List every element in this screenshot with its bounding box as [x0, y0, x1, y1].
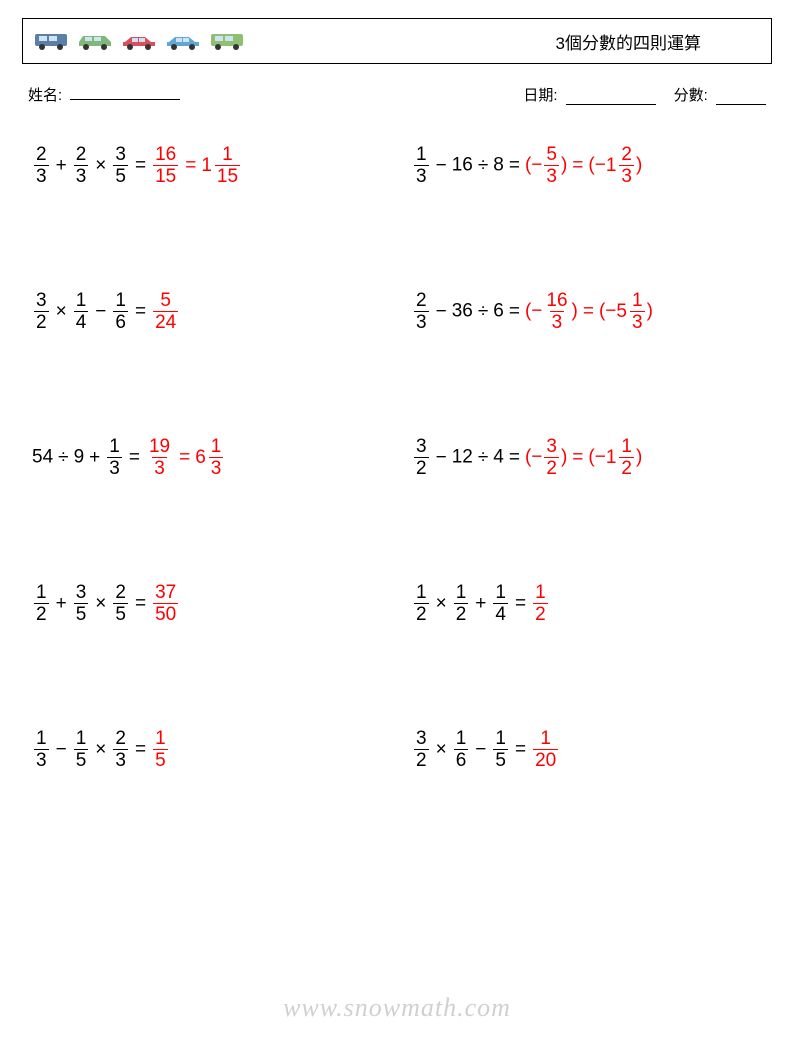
watermark: www.snowmath.com — [0, 993, 794, 1023]
problem-4: 23−36÷6=(−163)=(−513) — [412, 291, 762, 332]
problem-10: 32×16−15=120 — [412, 729, 762, 770]
car-icon — [77, 30, 117, 52]
car-icon — [33, 30, 73, 52]
problem-9: 13−15×23=15 — [32, 729, 382, 770]
problem-7: 12+35×25=3750 — [32, 583, 382, 624]
problem-3: 32×14−16=524 — [32, 291, 382, 332]
score-label: 分數: — [674, 87, 708, 104]
problem-5: 54÷9+13=193=613 — [32, 437, 382, 478]
car-icon — [209, 30, 249, 52]
name-underline — [70, 84, 180, 100]
score-underline — [716, 89, 766, 105]
name-label: 姓名: — [28, 84, 62, 105]
problems-grid: 23+23×35=1615=1115 13−16÷8=(−53)=(−123) 32… — [22, 145, 772, 770]
date-underline — [566, 89, 656, 105]
date-label: 日期: — [523, 87, 557, 104]
car-icons — [33, 30, 249, 52]
header-box: 3個分數的四則運算 — [22, 18, 772, 64]
car-icon — [121, 30, 161, 52]
worksheet-title: 3個分數的四則運算 — [556, 29, 761, 54]
info-row: 姓名: 日期: 分數: — [22, 84, 772, 105]
problem-8: 12×12+14=12 — [412, 583, 762, 624]
problem-2: 13−16÷8=(−53)=(−123) — [412, 145, 762, 186]
car-icon — [165, 30, 205, 52]
problem-6: 32−12÷4=(−32)=(−112) — [412, 437, 762, 478]
problem-1: 23+23×35=1615=1115 — [32, 145, 382, 186]
